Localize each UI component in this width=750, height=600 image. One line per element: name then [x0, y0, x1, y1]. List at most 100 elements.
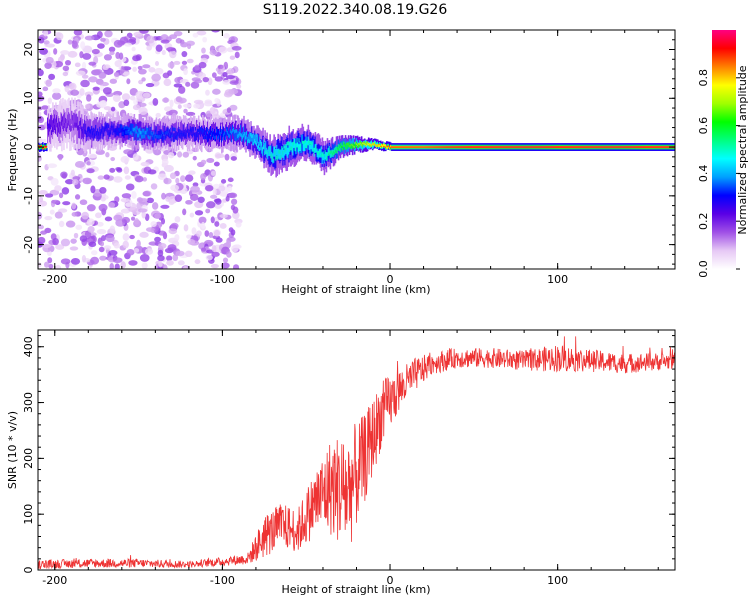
- spectrogram-cell: [424, 146, 426, 148]
- spectrogram-cell: [123, 129, 126, 139]
- spectrogram-cell: [140, 161, 150, 167]
- spectrogram-cell: [181, 51, 188, 58]
- spectrogram-cell: [132, 66, 137, 72]
- spectrogram-cell: [91, 125, 93, 130]
- spectrogram-cell: [359, 140, 362, 145]
- spectrogram-cell: [262, 147, 264, 152]
- spectrogram-cell: [235, 221, 242, 228]
- spectrogram-cell: [450, 146, 452, 148]
- spectrogram-cell: [309, 144, 312, 154]
- spectrogram-cell: [219, 133, 221, 142]
- spectrogram-cell: [372, 142, 375, 146]
- spectrogram-cell: [649, 146, 652, 148]
- spectrogram-cell: [359, 142, 362, 145]
- spectrogram-cell: [192, 155, 197, 161]
- spectrogram-cell: [89, 128, 91, 133]
- spectrogram-cell: [148, 126, 151, 136]
- spectrogram-cell: [319, 149, 322, 154]
- spectrogram-cell: [65, 118, 67, 132]
- spectrogram-cell: [550, 146, 553, 148]
- spectrogram-cell: [115, 51, 121, 59]
- spectrogram-cell: [298, 133, 301, 153]
- spectrogram-cell: [182, 208, 187, 216]
- spectrogram-cell: [111, 124, 114, 128]
- spectrogram-cell: [658, 146, 661, 148]
- spectrogram-cell: [100, 196, 106, 202]
- spectrogram-cell: [193, 103, 201, 109]
- spectrogram-cell: [162, 72, 170, 79]
- spectrogram-cell: [172, 127, 175, 132]
- spectrogram-cell: [380, 143, 383, 147]
- spectrogram-cell: [178, 85, 186, 94]
- spectrogram-cell: [374, 141, 377, 147]
- spectrogram-cell: [536, 146, 539, 148]
- spectrogram-cell: [136, 131, 139, 141]
- spectrogram-cell: [315, 146, 318, 150]
- spectrogram-cell: [112, 257, 123, 264]
- spectrogram-cell: [157, 130, 160, 140]
- spectrogram-cell: [493, 146, 496, 148]
- spectrogram-cell: [84, 35, 95, 41]
- spectrogram-cell: [656, 146, 659, 148]
- spectrogram-cell: [580, 146, 582, 148]
- spectrogram-cell: [194, 210, 204, 216]
- spectrogram-cell: [279, 149, 281, 154]
- spectrogram-cell: [560, 146, 562, 148]
- spectrogram-cell: [162, 132, 165, 136]
- spectrogram-cell: [125, 202, 133, 207]
- spectrogram-cell: [200, 111, 206, 118]
- spectrogram-cell: [212, 187, 217, 196]
- spectrogram-cell: [538, 146, 541, 148]
- spectrogram-cell: [646, 146, 649, 148]
- spectrogram-cell: [64, 59, 72, 66]
- spectrogram-cell: [221, 262, 230, 269]
- spectrogram-cell: [343, 142, 346, 154]
- spectrogram-cell: [173, 60, 181, 65]
- spectrogram-cell: [206, 158, 215, 163]
- spectrogram-cell: [246, 130, 248, 140]
- spectrogram-cell: [271, 153, 273, 158]
- spectrogram-cell: [113, 90, 123, 97]
- spectrogram-cell: [231, 133, 233, 143]
- spectrogram-cell: [285, 146, 288, 151]
- spectrogram-cell: [107, 131, 109, 136]
- spectrogram-cell: [635, 146, 638, 148]
- spectrogram-cell: [461, 146, 464, 148]
- spectrogram-cell: [68, 120, 70, 126]
- spectrogram-cell: [233, 127, 235, 132]
- spectrogram-cell: [133, 131, 136, 141]
- spectrogram-cell: [85, 130, 87, 135]
- spectrogram-cell: [109, 127, 112, 137]
- spectrogram-cell: [578, 146, 580, 148]
- spectrogram-cell: [556, 146, 559, 148]
- spectrogram-cell: [274, 150, 276, 155]
- spectrogram-cell: [116, 131, 119, 136]
- spectrogram-cell: [449, 146, 451, 148]
- spectrogram-cell: [174, 216, 181, 223]
- spectrogram-cell: [357, 142, 360, 145]
- spectrogram-cell: [143, 134, 146, 139]
- spectrogram-cell: [437, 146, 439, 148]
- spectrogram-cell: [345, 144, 348, 150]
- spectrogram-cell: [506, 146, 509, 148]
- spectrogram-cell: [480, 146, 483, 148]
- spectrogram-cell: [53, 120, 55, 133]
- spectrogram-cell: [390, 144, 392, 148]
- spectrogram-cell: [86, 94, 92, 102]
- spectrogram-cell: [627, 146, 629, 148]
- spectrogram-cell: [48, 73, 56, 80]
- spectrogram-cell: [269, 146, 271, 167]
- spectrogram-cell: [447, 146, 449, 148]
- spectrogram-cell: [177, 151, 183, 158]
- spectrogram-cell: [214, 204, 222, 209]
- spectrogram-cell: [297, 145, 300, 150]
- spectrogram-cell: [579, 146, 581, 148]
- spectrogram-cell: [87, 128, 89, 133]
- spectrogram-cell: [112, 94, 121, 103]
- spectrogram-cell: [57, 122, 59, 128]
- spectrogram-cell: [287, 141, 290, 146]
- spectrogram-cell: [81, 61, 87, 70]
- spectrogram-cell: [167, 61, 175, 69]
- spectrogram-cell: [112, 131, 115, 136]
